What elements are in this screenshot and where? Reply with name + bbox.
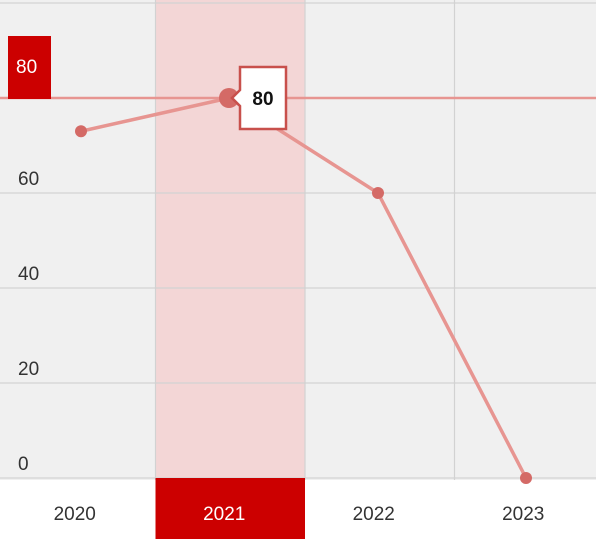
y-axis-highlight-label: 80 (16, 57, 37, 78)
y-tick-label: 40 (18, 264, 39, 285)
y-tick-label: 60 (18, 169, 39, 190)
series-point (520, 472, 532, 484)
y-tick-labels: 0 20 40 60 (18, 169, 39, 475)
series-line (80, 96, 528, 479)
series-points (75, 88, 532, 484)
value-callout: 80 (230, 65, 288, 131)
x-tick-labels: 2020 2021 2022 2023 (54, 504, 545, 525)
series-point (372, 187, 384, 199)
callout-box (230, 65, 288, 131)
x-tick-label: 2020 (54, 504, 96, 525)
x-tick-label: 2022 (353, 504, 395, 525)
callout-value-label: 80 (252, 89, 273, 110)
x-tick-label: 2023 (502, 504, 544, 525)
x-axis-highlight-box (155, 478, 305, 539)
y-tick-label: 20 (18, 359, 39, 380)
y-tick-label: 0 (18, 454, 29, 475)
x-tick-label: 2021 (203, 504, 245, 525)
series-point (219, 88, 239, 108)
series-point (75, 125, 87, 138)
y-axis-highlight-box (8, 36, 51, 99)
